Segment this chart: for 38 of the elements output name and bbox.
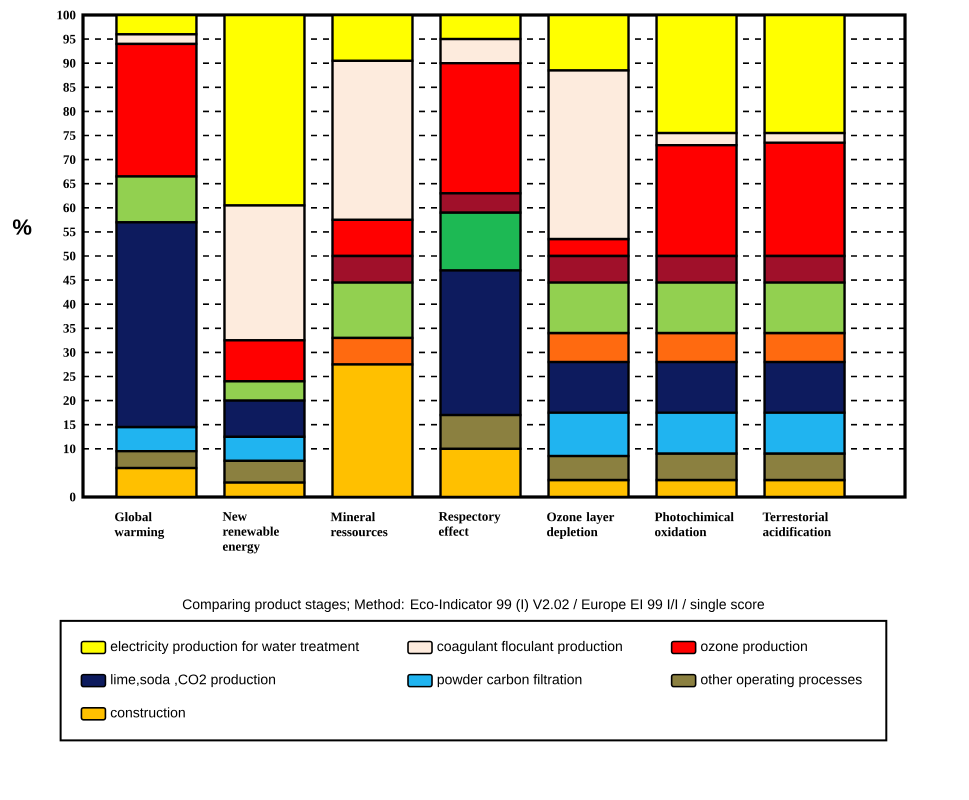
legend-label: ozone production bbox=[701, 640, 807, 654]
y-tick-label: 45 bbox=[63, 276, 76, 284]
y-axis-title: % bbox=[12, 219, 32, 235]
y-tick-label: 85 bbox=[63, 82, 76, 92]
x-tick-label: Photochimical oxidation bbox=[654, 512, 734, 536]
x-tick-label: Global warming bbox=[114, 512, 164, 539]
y-tick-label: 0 bbox=[70, 492, 76, 502]
y-tick-label: 35 bbox=[63, 324, 76, 333]
bar bbox=[440, 448, 521, 497]
y-tick-label: 60 bbox=[63, 203, 76, 212]
y-tick-label: 70 bbox=[64, 155, 76, 164]
y-tick-label: 90 bbox=[63, 58, 76, 68]
y-tick-label: 80 bbox=[63, 107, 76, 116]
legend-label: powder carbon filtration bbox=[438, 674, 582, 688]
legend-label: construction bbox=[110, 707, 185, 718]
x-tick-label: Respectory effect bbox=[438, 512, 500, 536]
y-tick-label: 40 bbox=[63, 300, 76, 309]
y-tick-label: 25 bbox=[63, 372, 76, 381]
y-tick-label: 75 bbox=[64, 131, 76, 140]
y-tick-label: 55 bbox=[63, 228, 76, 236]
y-tick-label: 100 bbox=[57, 10, 76, 20]
x-tick-label: Terrestorial acidification bbox=[762, 512, 831, 536]
x-axis-title: Comparing product stages; Method: Eco-Indicator 99 (I) V2.02 / Europe EI 99 I/I / single score bbox=[182, 598, 764, 612]
y-tick-label: 30 bbox=[63, 348, 76, 357]
legend-label: lime,soda ,CO2 production bbox=[111, 674, 276, 688]
legend-label: electricity production for water treatment bbox=[110, 640, 360, 654]
y-tick-label: 50 bbox=[63, 252, 76, 260]
y-tick-label: 65 bbox=[63, 179, 76, 188]
x-tick-label: Ozone layer depletion bbox=[547, 512, 614, 539]
x-tick-label: Mineral ressources bbox=[330, 512, 388, 536]
legend-label: other operating processes bbox=[701, 674, 862, 688]
x-tick-label: New renewable energy bbox=[222, 512, 279, 554]
y-tick-label: 95 bbox=[63, 34, 76, 44]
legend-label: coagulant floculant production bbox=[437, 640, 622, 654]
bar bbox=[332, 364, 412, 497]
y-tick-label: 20 bbox=[63, 396, 76, 405]
y-tick-label: 15 bbox=[64, 420, 76, 430]
y-tick-label: 10 bbox=[64, 444, 76, 454]
